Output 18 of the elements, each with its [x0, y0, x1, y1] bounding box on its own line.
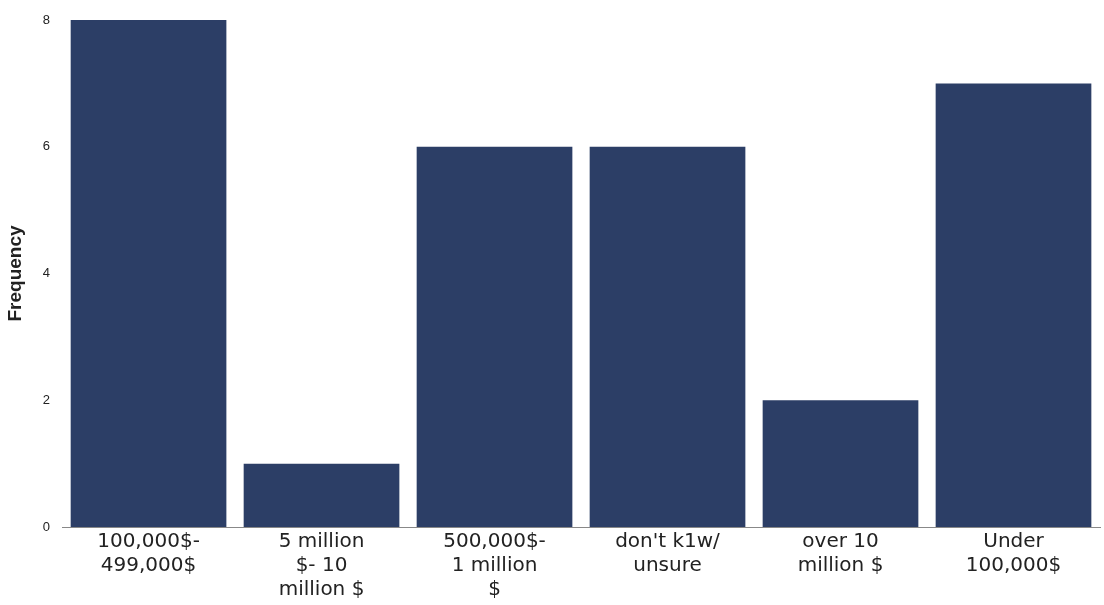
x-tick-label: 500,000$- 1 million $	[443, 528, 546, 601]
x-tick-label: 5 million $- 10 million $	[278, 528, 365, 601]
y-tick-label: 8	[42, 11, 51, 27]
bar	[589, 146, 746, 527]
x-tick-label: 100,000$- 499,000$	[97, 528, 200, 577]
x-tick-label: Under 100,000$	[965, 528, 1062, 577]
y-tick-label: 0	[42, 518, 51, 534]
x-tick-label: over 10 million $	[797, 528, 884, 577]
bar	[935, 83, 1092, 527]
bar	[416, 146, 573, 527]
y-tick-label: 6	[42, 138, 51, 154]
bar	[762, 400, 919, 527]
bar	[70, 20, 227, 527]
y-tick-label: 4	[42, 265, 51, 281]
bar	[243, 463, 400, 527]
y-tick-label: 2	[42, 391, 51, 407]
x-tick-label: don't k1w/ unsure	[615, 528, 721, 577]
y-axis-title: Frequency	[3, 225, 25, 322]
